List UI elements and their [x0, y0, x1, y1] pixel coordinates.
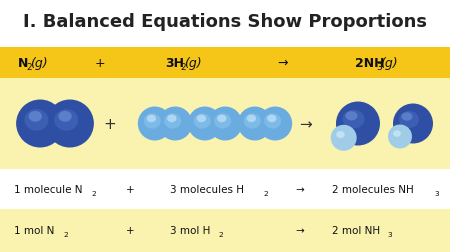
- Ellipse shape: [401, 113, 413, 121]
- Ellipse shape: [247, 115, 256, 123]
- Ellipse shape: [46, 100, 94, 148]
- Ellipse shape: [217, 115, 226, 123]
- FancyBboxPatch shape: [0, 79, 450, 169]
- Ellipse shape: [345, 112, 357, 121]
- Ellipse shape: [336, 102, 380, 146]
- Text: 3 molecules H: 3 molecules H: [170, 184, 244, 194]
- Text: 2 mol NH: 2 mol NH: [332, 226, 380, 236]
- Ellipse shape: [238, 107, 272, 141]
- Text: +: +: [104, 116, 117, 132]
- Text: I. Balanced Equations Show Proportions: I. Balanced Equations Show Proportions: [23, 13, 427, 31]
- Text: 2 molecules NH: 2 molecules NH: [332, 184, 414, 194]
- Text: (g): (g): [184, 57, 202, 70]
- Ellipse shape: [264, 114, 281, 129]
- Text: 2: 2: [91, 190, 96, 196]
- Ellipse shape: [244, 114, 261, 129]
- Ellipse shape: [16, 100, 64, 148]
- Text: 3 mol H: 3 mol H: [170, 226, 211, 236]
- Text: 2: 2: [180, 63, 185, 72]
- Text: 2NH: 2NH: [355, 57, 384, 70]
- Ellipse shape: [208, 107, 242, 141]
- Ellipse shape: [267, 115, 276, 123]
- Text: (g): (g): [380, 57, 398, 70]
- Ellipse shape: [144, 114, 161, 129]
- Text: 2: 2: [263, 190, 268, 196]
- Text: →: →: [278, 57, 288, 70]
- Text: N: N: [18, 57, 28, 70]
- Ellipse shape: [138, 107, 172, 141]
- Text: 3H: 3H: [165, 57, 184, 70]
- Ellipse shape: [158, 107, 192, 141]
- FancyBboxPatch shape: [0, 48, 450, 79]
- Text: 2: 2: [218, 232, 223, 238]
- Text: →: →: [299, 116, 311, 132]
- Ellipse shape: [29, 111, 42, 122]
- Text: 3: 3: [387, 232, 392, 238]
- Ellipse shape: [197, 115, 206, 123]
- Ellipse shape: [194, 114, 211, 129]
- Text: 1 molecule N: 1 molecule N: [14, 184, 82, 194]
- Ellipse shape: [188, 107, 222, 141]
- Ellipse shape: [58, 111, 72, 122]
- Ellipse shape: [147, 115, 156, 123]
- Ellipse shape: [214, 114, 231, 129]
- Text: →: →: [296, 226, 304, 236]
- Ellipse shape: [342, 110, 364, 129]
- Ellipse shape: [393, 104, 433, 144]
- Ellipse shape: [164, 114, 181, 129]
- Ellipse shape: [167, 115, 176, 123]
- Ellipse shape: [54, 110, 78, 131]
- Ellipse shape: [393, 131, 401, 137]
- FancyBboxPatch shape: [0, 169, 450, 209]
- Text: 3: 3: [434, 190, 439, 196]
- Text: 2: 2: [26, 63, 32, 72]
- Text: +: +: [126, 226, 134, 236]
- Ellipse shape: [331, 125, 357, 151]
- Text: 1 mol N: 1 mol N: [14, 226, 54, 236]
- Ellipse shape: [24, 110, 49, 131]
- Ellipse shape: [336, 132, 345, 139]
- FancyBboxPatch shape: [0, 209, 450, 252]
- Ellipse shape: [258, 107, 292, 141]
- Text: +: +: [94, 57, 105, 70]
- Ellipse shape: [399, 112, 419, 129]
- Text: →: →: [296, 184, 304, 194]
- Text: 3: 3: [376, 63, 382, 72]
- Ellipse shape: [388, 125, 412, 149]
- Text: +: +: [126, 184, 134, 194]
- Text: (g): (g): [30, 57, 48, 70]
- Text: 2: 2: [63, 232, 68, 238]
